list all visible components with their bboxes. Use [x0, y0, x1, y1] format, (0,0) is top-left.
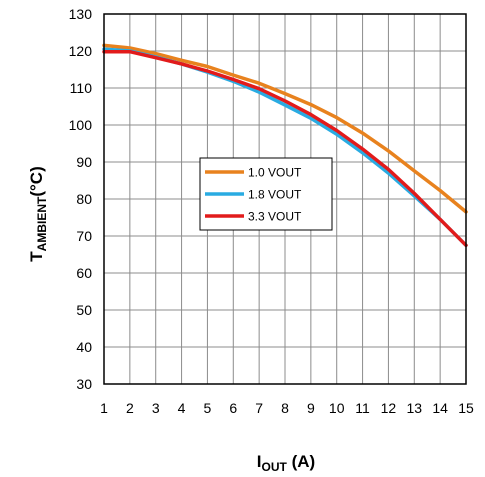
- x-tick-label: 8: [281, 400, 289, 416]
- x-tick-label: 2: [126, 400, 134, 416]
- x-tick-label: 3: [152, 400, 160, 416]
- x-tick-label: 6: [229, 400, 237, 416]
- y-tick-label: 120: [69, 43, 93, 59]
- x-tick-label: 14: [432, 400, 448, 416]
- legend-label: 1.8 VOUT: [248, 188, 302, 202]
- y-axis-title: TAMBIENT(°C): [27, 166, 49, 261]
- x-tick-label: 4: [178, 400, 186, 416]
- y-tick-label: 30: [76, 376, 92, 392]
- y-tick-label: 90: [76, 154, 92, 170]
- series-lines: [102, 43, 468, 248]
- x-tick-label: 1: [100, 400, 108, 416]
- legend: 1.0 VOUT 1.8 VOUT 3.3 VOUT: [199, 157, 333, 231]
- y-axis-title-main: T: [27, 251, 46, 262]
- y-tick-label: 110: [70, 80, 93, 96]
- x-tick-label: 9: [307, 400, 315, 416]
- x-tick-label: 13: [406, 400, 422, 416]
- y-tick-labels: 30 40 50 60 70 80 90 100 110 120 130: [69, 6, 93, 392]
- x-axis-title-main: I: [257, 452, 262, 471]
- x-tick-label: 15: [458, 400, 474, 416]
- legend-label: 3.3 VOUT: [248, 210, 302, 224]
- x-tick-labels: 1 2 3 4 5 6 7 8 9 10 11 12 13 14 15: [100, 400, 474, 416]
- y-tick-label: 80: [76, 191, 92, 207]
- y-tick-label: 50: [76, 302, 92, 318]
- legend-label: 1.0 VOUT: [248, 166, 302, 180]
- x-tick-label: 5: [204, 400, 212, 416]
- series-line-1: [102, 43, 468, 214]
- x-tick-label: 11: [355, 400, 370, 416]
- y-tick-label: 40: [76, 339, 92, 355]
- x-axis-title-sub: OUT: [262, 460, 288, 474]
- plot-frame: [103, 13, 467, 385]
- x-axis-title: IOUT (A): [257, 452, 315, 474]
- x-tick-label: 7: [255, 400, 263, 416]
- x-tick-label: 12: [381, 400, 397, 416]
- y-tick-label: 100: [69, 117, 93, 133]
- x-tick-label: 10: [329, 400, 345, 416]
- y-axis-title-sub: AMBIENT: [35, 196, 49, 251]
- y-tick-label: 130: [69, 6, 93, 22]
- y-axis-title-rest: (°C): [27, 166, 46, 196]
- series-line-3: [102, 49, 468, 248]
- y-tick-label: 70: [76, 228, 92, 244]
- y-tick-label: 60: [76, 265, 92, 281]
- x-axis-title-rest: (A): [287, 452, 315, 471]
